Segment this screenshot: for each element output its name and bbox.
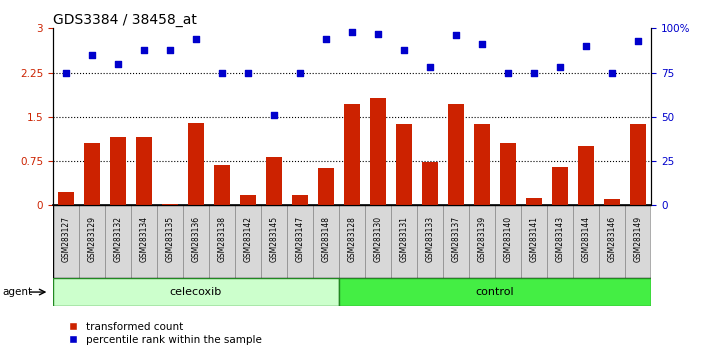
- Text: GSM283139: GSM283139: [477, 216, 486, 262]
- Bar: [339, 278, 651, 306]
- Text: GSM283136: GSM283136: [191, 216, 201, 262]
- Point: [242, 70, 253, 75]
- Bar: [521, 205, 547, 278]
- Bar: [448, 104, 464, 205]
- Text: agent: agent: [2, 287, 32, 297]
- Bar: [105, 205, 131, 278]
- Point: [138, 47, 149, 52]
- Text: GSM283145: GSM283145: [270, 216, 279, 262]
- Text: control: control: [476, 287, 515, 297]
- Bar: [110, 137, 125, 205]
- Bar: [474, 124, 490, 205]
- Text: celecoxib: celecoxib: [170, 287, 222, 297]
- Text: GSM283146: GSM283146: [608, 216, 617, 262]
- Point: [633, 38, 644, 44]
- Point: [425, 64, 436, 70]
- Legend: transformed count, percentile rank within the sample: transformed count, percentile rank withi…: [58, 317, 266, 349]
- Text: GSM283149: GSM283149: [634, 216, 643, 262]
- Bar: [469, 205, 495, 278]
- Text: GSM283128: GSM283128: [348, 216, 356, 262]
- Bar: [579, 146, 594, 205]
- Bar: [625, 205, 651, 278]
- Bar: [235, 205, 261, 278]
- Text: GSM283141: GSM283141: [529, 216, 539, 262]
- Text: GSM283147: GSM283147: [296, 216, 304, 262]
- Text: GSM283148: GSM283148: [322, 216, 330, 262]
- Bar: [417, 205, 443, 278]
- Text: GSM283140: GSM283140: [503, 216, 513, 262]
- Bar: [84, 143, 100, 205]
- Point: [60, 70, 71, 75]
- Point: [477, 41, 488, 47]
- Point: [216, 70, 227, 75]
- Bar: [573, 205, 599, 278]
- Bar: [58, 192, 74, 205]
- Point: [190, 36, 201, 42]
- Text: GSM283132: GSM283132: [113, 216, 122, 262]
- Bar: [599, 205, 625, 278]
- Bar: [183, 205, 209, 278]
- Bar: [240, 195, 256, 205]
- Bar: [157, 205, 183, 278]
- Bar: [79, 205, 105, 278]
- Point: [503, 70, 514, 75]
- Bar: [162, 204, 177, 205]
- Bar: [287, 205, 313, 278]
- Bar: [136, 137, 151, 205]
- Point: [372, 31, 384, 36]
- Bar: [443, 205, 469, 278]
- Bar: [365, 205, 391, 278]
- Text: GSM283142: GSM283142: [244, 216, 253, 262]
- Bar: [396, 124, 412, 205]
- Text: GSM283130: GSM283130: [374, 216, 382, 262]
- Bar: [339, 205, 365, 278]
- Text: GSM283127: GSM283127: [61, 216, 70, 262]
- Point: [398, 47, 410, 52]
- Point: [346, 29, 358, 35]
- Bar: [188, 123, 203, 205]
- Point: [294, 70, 306, 75]
- Bar: [53, 205, 79, 278]
- Bar: [318, 168, 334, 205]
- Bar: [553, 167, 568, 205]
- Text: GDS3384 / 38458_at: GDS3384 / 38458_at: [53, 13, 196, 27]
- Point: [268, 112, 279, 118]
- Text: GSM283144: GSM283144: [582, 216, 591, 262]
- Text: GSM283134: GSM283134: [139, 216, 149, 262]
- Text: GSM283135: GSM283135: [165, 216, 175, 262]
- Point: [451, 33, 462, 38]
- Point: [320, 36, 332, 42]
- Bar: [391, 205, 417, 278]
- Bar: [266, 157, 282, 205]
- Point: [581, 43, 592, 49]
- Text: GSM283138: GSM283138: [218, 216, 227, 262]
- Point: [529, 70, 540, 75]
- Text: GSM283129: GSM283129: [87, 216, 96, 262]
- Point: [112, 61, 123, 67]
- Bar: [53, 278, 339, 306]
- Bar: [547, 205, 573, 278]
- Bar: [344, 104, 360, 205]
- Point: [164, 47, 175, 52]
- Bar: [131, 205, 157, 278]
- Text: GSM283143: GSM283143: [555, 216, 565, 262]
- Bar: [630, 124, 646, 205]
- Point: [607, 70, 618, 75]
- Bar: [292, 195, 308, 205]
- Bar: [261, 205, 287, 278]
- Bar: [527, 198, 542, 205]
- Bar: [370, 98, 386, 205]
- Bar: [422, 162, 438, 205]
- Bar: [501, 143, 516, 205]
- Text: GSM283133: GSM283133: [425, 216, 434, 262]
- Text: GSM283131: GSM283131: [400, 216, 408, 262]
- Text: GSM283137: GSM283137: [451, 216, 460, 262]
- Point: [86, 52, 97, 58]
- Bar: [604, 199, 620, 205]
- Bar: [214, 165, 230, 205]
- Point: [555, 64, 566, 70]
- Bar: [495, 205, 521, 278]
- Bar: [313, 205, 339, 278]
- Bar: [209, 205, 235, 278]
